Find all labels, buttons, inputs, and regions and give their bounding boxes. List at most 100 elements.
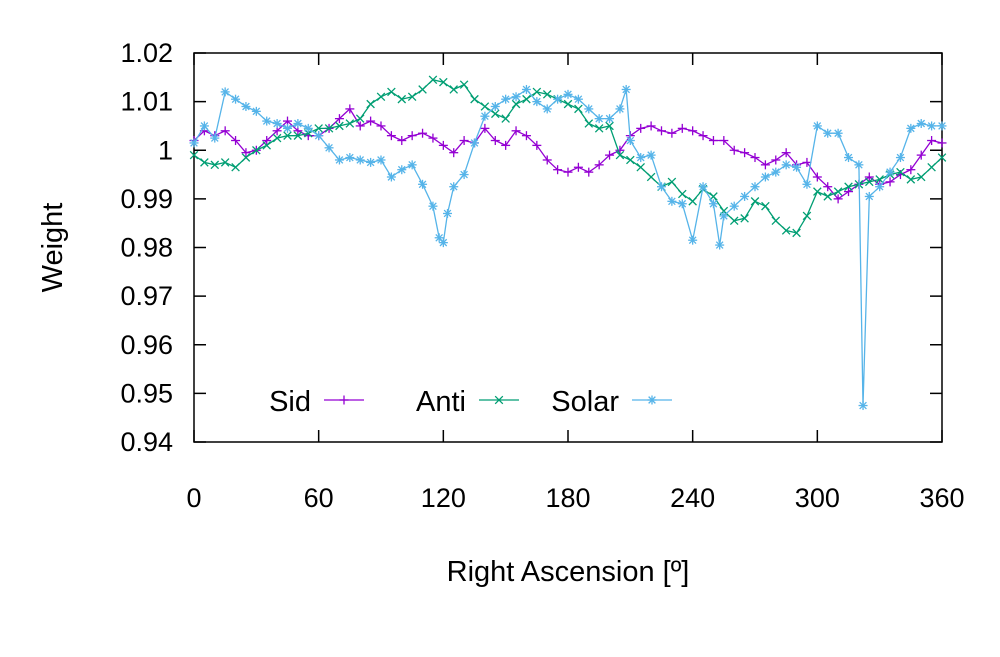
data-point [480, 102, 490, 111]
data-point [927, 136, 937, 146]
data-point [667, 128, 677, 138]
data-point [573, 94, 583, 104]
data-point [418, 128, 428, 138]
data-point [740, 191, 750, 201]
data-point [937, 121, 947, 131]
y-tick-label: 0.98 [120, 233, 173, 263]
data-point [688, 126, 698, 136]
data-point [459, 136, 469, 146]
data-point [729, 145, 739, 155]
data-point [688, 197, 697, 206]
data-point [231, 162, 240, 172]
x-tick-label: 360 [919, 483, 964, 513]
data-point [708, 199, 718, 209]
data-point [532, 97, 542, 107]
data-point [521, 131, 531, 141]
y-tick-label: 1 [158, 135, 173, 165]
data-point [283, 123, 292, 133]
data-point [532, 140, 542, 150]
data-point [594, 160, 604, 170]
data-point [833, 187, 843, 196]
data-point [407, 131, 417, 141]
data-point [626, 155, 635, 165]
y-tick-label: 1.02 [120, 38, 173, 68]
data-point [844, 187, 853, 197]
data-point [636, 153, 646, 163]
data-point [605, 121, 614, 131]
data-point [376, 92, 386, 102]
data-point [802, 157, 812, 167]
data-point [334, 155, 344, 165]
data-point [262, 141, 272, 150]
data-point [781, 148, 791, 158]
data-point [439, 77, 448, 87]
data-point [449, 182, 459, 192]
data-point [895, 153, 905, 163]
data-point [241, 153, 251, 162]
data-point [521, 84, 531, 94]
y-tick-label: 0.95 [120, 378, 173, 408]
data-point [314, 131, 324, 141]
legend-label: Solar [551, 386, 619, 418]
data-point [532, 87, 542, 97]
data-point [442, 208, 452, 218]
data-point [771, 216, 781, 226]
y-tick-label: 0.94 [120, 427, 173, 457]
data-point [833, 194, 843, 204]
data-point [927, 121, 937, 131]
data-point [584, 119, 594, 128]
data-point [605, 150, 615, 160]
data-point [511, 92, 521, 102]
data-point [397, 94, 407, 104]
series-sid [189, 104, 947, 204]
data-point [199, 121, 209, 131]
data-point [729, 216, 739, 226]
x-tick-label: 300 [795, 483, 840, 513]
data-point [625, 136, 635, 146]
legend-label: Sid [269, 386, 311, 418]
data-point [449, 85, 459, 94]
y-axis-title: Weight [37, 203, 69, 293]
data-point [875, 182, 885, 192]
data-point [511, 99, 521, 109]
data-point [293, 131, 303, 140]
data-point [698, 182, 708, 192]
data-point [231, 94, 241, 104]
data-point [339, 395, 349, 405]
data-point [459, 170, 469, 180]
data-point [210, 133, 220, 143]
data-point [231, 136, 241, 146]
data-point [376, 121, 386, 131]
data-point [854, 160, 864, 170]
data-point [885, 177, 895, 187]
data-point [366, 157, 376, 167]
data-point [677, 123, 687, 133]
data-point [376, 155, 386, 165]
data-point [802, 211, 812, 221]
data-point [241, 148, 251, 158]
data-point [792, 228, 801, 238]
data-point [605, 114, 615, 124]
legend-item-sid: Sid [269, 386, 364, 418]
data-point [584, 104, 594, 114]
data-point [621, 84, 631, 94]
data-point [657, 126, 666, 136]
data-point [906, 175, 916, 184]
data-point [272, 119, 282, 129]
data-point [647, 395, 657, 405]
data-point [761, 201, 770, 211]
data-point [355, 114, 365, 123]
data-point [864, 177, 874, 187]
data-point [657, 182, 666, 192]
data-point [896, 167, 905, 177]
data-point [916, 119, 926, 129]
x-tick-label: 60 [304, 483, 334, 513]
data-point [490, 109, 500, 119]
data-point [407, 160, 417, 170]
data-point [490, 101, 500, 111]
data-point [522, 94, 531, 104]
data-point [719, 136, 729, 146]
data-point [262, 136, 272, 146]
legend-item-solar: Solar [551, 386, 672, 418]
